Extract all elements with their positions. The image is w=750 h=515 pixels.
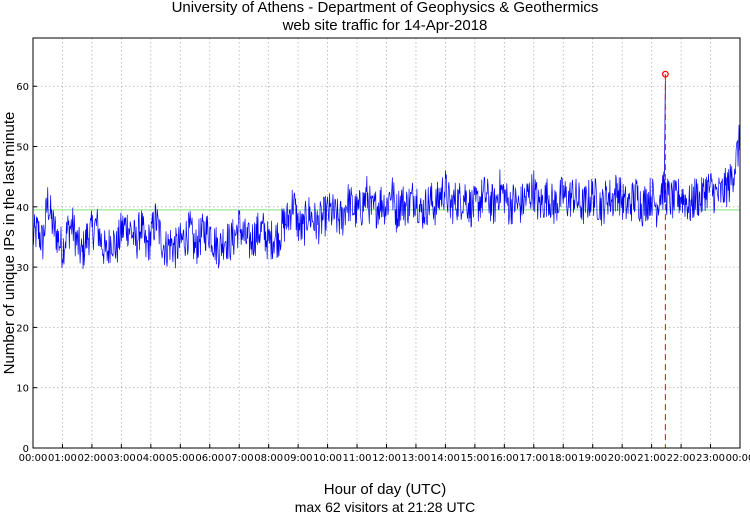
y-tick-label: 50 [16, 143, 29, 154]
x-axis-label: Hour of day (UTC) [324, 481, 447, 498]
max-point [661, 70, 669, 78]
y-ticks: 0 10 20 30 40 50 60 [16, 82, 37, 455]
x-tick-label: 13:00 [402, 453, 431, 464]
x-tick-label: 19:00 [578, 453, 607, 464]
x-ticks: 00:00 01:00 02:00 03:00 04:00 05:00 06:00 07:00… [19, 444, 750, 464]
x-tick-label: 00:00 [726, 453, 750, 464]
grid [33, 38, 740, 448]
x-tick-label: 02:00 [78, 453, 107, 464]
x-tick-label: 17:00 [519, 453, 548, 464]
x-tick-label: 06:00 [195, 453, 224, 464]
y-tick-label: 0 [23, 444, 29, 455]
y-tick-label: 60 [16, 82, 29, 93]
x-tick-label: 22:00 [667, 453, 696, 464]
x-tick-label: 23:00 [696, 453, 725, 464]
chart-title: University of Athens - Department of Geo… [172, 0, 599, 16]
x-tick-label: 14:00 [431, 453, 460, 464]
y-tick-label: 10 [16, 384, 29, 395]
y-axis-label: Number of unique IPs in the last minute [1, 112, 18, 375]
y-tick-label: 40 [16, 203, 29, 214]
chart-subtitle: web site traffic for 14-Apr-2018 [282, 17, 488, 34]
x-tick-label: 09:00 [284, 453, 313, 464]
y-tick-label: 20 [16, 323, 29, 334]
series-line [32, 124, 741, 269]
y-tick-label: 30 [16, 263, 29, 274]
x-tick-label: 07:00 [225, 453, 254, 464]
x-tick-label: 01:00 [48, 453, 77, 464]
x-tick-label: 12:00 [372, 453, 401, 464]
x-tick-label: 20:00 [608, 453, 637, 464]
x-tick-label: 04:00 [136, 453, 165, 464]
x-tick-label: 15:00 [460, 453, 489, 464]
x-tick-label: 08:00 [254, 453, 283, 464]
max-marker-group [661, 70, 669, 448]
x-tick-label: 16:00 [490, 453, 519, 464]
x-tick-label: 10:00 [313, 453, 342, 464]
x-tick-label: 21:00 [637, 453, 666, 464]
x-tick-label: 11:00 [343, 453, 372, 464]
x-tick-label: 00:00 [19, 453, 48, 464]
x-tick-label: 03:00 [107, 453, 136, 464]
max-caption: max 62 visitors at 21:28 UTC [295, 499, 476, 515]
x-tick-label: 18:00 [549, 453, 578, 464]
x-tick-label: 05:00 [166, 453, 195, 464]
